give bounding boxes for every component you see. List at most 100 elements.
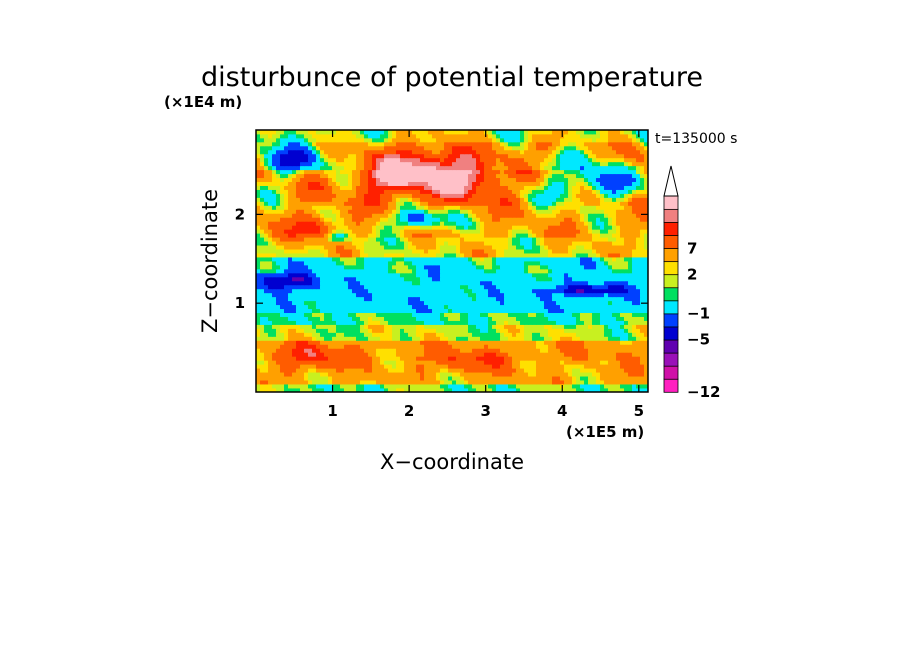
contour-cell <box>368 233 373 238</box>
contour-cell <box>368 272 373 278</box>
contour-cell <box>640 257 645 262</box>
contour-cell <box>368 264 373 270</box>
contour-cell <box>628 320 633 325</box>
contour-cell <box>604 364 609 369</box>
contour-cell <box>576 312 581 317</box>
contour-cell <box>364 380 369 385</box>
contour-cell <box>464 264 469 270</box>
contour-cell <box>432 332 437 337</box>
contour-cell <box>344 360 349 365</box>
contour-cell <box>480 209 485 214</box>
contour-cell <box>608 336 613 341</box>
contour-cell <box>332 209 337 214</box>
contour-cell <box>640 229 645 234</box>
contour-cell <box>336 336 341 341</box>
contour-cell <box>604 380 609 385</box>
contour-cell <box>292 316 297 321</box>
contour-cell <box>580 344 585 349</box>
contour-cell <box>388 356 393 361</box>
contour-cell <box>560 253 565 258</box>
contour-cell <box>348 348 353 353</box>
contour-cell <box>612 268 617 274</box>
contour-cell <box>644 368 649 373</box>
contour-cell <box>580 237 585 242</box>
contour-cell <box>272 272 277 278</box>
contour-cell <box>644 316 649 321</box>
contour-cell <box>460 264 465 270</box>
contour-cell <box>256 213 261 218</box>
contour-cell <box>552 233 557 238</box>
contour-cell <box>376 376 381 381</box>
contour-cell <box>588 264 593 270</box>
contour-cell <box>436 280 441 286</box>
contour-cell <box>272 241 277 246</box>
contour-cell <box>276 213 281 218</box>
contour-cell <box>268 193 273 198</box>
contour-cell <box>284 276 289 282</box>
contour-cell <box>428 264 433 270</box>
contour-cell <box>300 380 305 385</box>
contour-cell <box>320 209 325 214</box>
contour-cell <box>600 257 605 262</box>
contour-cell <box>256 225 261 230</box>
contour-cell <box>324 332 329 337</box>
contour-cell <box>596 300 601 306</box>
contour-cell <box>600 217 605 222</box>
contour-cell <box>360 316 365 321</box>
contour-cell <box>600 292 605 298</box>
contour-cell <box>288 284 293 290</box>
contour-cell <box>636 237 641 242</box>
contour-cell <box>528 225 533 230</box>
contour-cell <box>620 249 625 254</box>
contour-cell <box>368 368 373 373</box>
contour-cell <box>440 217 445 222</box>
contour-cell <box>580 284 585 290</box>
contour-cell <box>552 280 557 286</box>
contour-cell <box>332 340 337 345</box>
contour-cell <box>356 257 361 262</box>
contour-cell <box>360 217 365 222</box>
contour-cell <box>476 388 481 393</box>
contour-cell <box>412 348 417 353</box>
contour-cell <box>484 348 489 353</box>
contour-cell <box>332 372 337 377</box>
contour-cell <box>412 328 417 333</box>
contour-cell <box>588 356 593 361</box>
contour-cell <box>400 292 405 298</box>
contour-cell <box>440 340 445 345</box>
contour-cell <box>464 197 469 202</box>
contour-cell <box>404 288 409 294</box>
contour-cell <box>280 332 285 337</box>
contour-cell <box>612 233 617 238</box>
contour-cell <box>408 304 413 310</box>
contour-cell <box>628 304 633 310</box>
contour-cell <box>260 328 265 333</box>
contour-cell <box>476 284 481 290</box>
contour-cell <box>332 201 337 206</box>
contour-cell <box>644 193 649 198</box>
contour-cell <box>344 245 349 250</box>
contour-cell <box>456 257 461 262</box>
contour-cell <box>320 296 325 302</box>
contour-cell <box>492 288 497 294</box>
contour-cell <box>604 272 609 278</box>
contour-cell <box>340 340 345 345</box>
contour-cell <box>320 264 325 270</box>
contour-cell <box>284 213 289 218</box>
contour-cell <box>308 380 313 385</box>
contour-cell <box>636 261 641 266</box>
contour-cell <box>372 261 377 266</box>
contour-cell <box>284 241 289 246</box>
contour-cell <box>432 360 437 365</box>
contour-cell <box>300 280 305 286</box>
contour-cell <box>612 249 617 254</box>
contour-cell <box>440 360 445 365</box>
contour-cell <box>264 201 269 206</box>
contour-cell <box>504 336 509 341</box>
contour-cell <box>284 280 289 286</box>
contour-cell <box>560 316 565 321</box>
contour-cell <box>444 284 449 290</box>
contour-cell <box>288 312 293 317</box>
contour-cell <box>360 201 365 206</box>
contour-cell <box>464 225 469 230</box>
